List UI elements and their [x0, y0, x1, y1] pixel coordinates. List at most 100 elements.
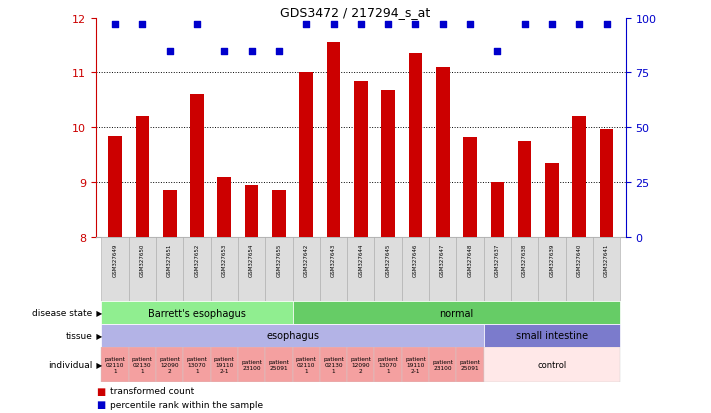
Point	[492, 48, 503, 55]
FancyBboxPatch shape	[156, 237, 183, 301]
Point	[164, 48, 176, 55]
FancyBboxPatch shape	[456, 347, 483, 382]
Text: GSM327648: GSM327648	[468, 242, 473, 276]
FancyBboxPatch shape	[456, 237, 483, 301]
Text: patient
12090
2: patient 12090 2	[351, 356, 371, 373]
FancyBboxPatch shape	[429, 347, 456, 382]
FancyBboxPatch shape	[593, 237, 620, 301]
FancyBboxPatch shape	[210, 347, 238, 382]
Bar	[572, 117, 586, 237]
Bar	[436, 68, 449, 237]
Bar	[218, 177, 231, 237]
Text: GSM327638: GSM327638	[522, 242, 527, 276]
Point	[546, 22, 557, 28]
FancyBboxPatch shape	[292, 347, 320, 382]
Point	[109, 22, 121, 28]
FancyBboxPatch shape	[238, 347, 265, 382]
Text: ▶: ▶	[94, 309, 102, 317]
Point	[410, 22, 421, 28]
Point	[437, 22, 449, 28]
Text: ■: ■	[96, 399, 105, 409]
Text: percentile rank within the sample: percentile rank within the sample	[110, 400, 263, 409]
Text: esophagus: esophagus	[266, 330, 319, 341]
FancyBboxPatch shape	[102, 347, 129, 382]
Point	[464, 22, 476, 28]
Point	[137, 22, 148, 28]
Text: normal: normal	[439, 308, 474, 318]
Text: patient
13070
1: patient 13070 1	[378, 356, 399, 373]
Bar	[518, 142, 532, 237]
FancyBboxPatch shape	[210, 237, 238, 301]
Point	[191, 22, 203, 28]
Text: GSM327647: GSM327647	[440, 242, 445, 276]
Bar	[272, 191, 286, 237]
FancyBboxPatch shape	[292, 301, 620, 324]
Bar	[190, 95, 204, 237]
Point	[574, 22, 585, 28]
FancyBboxPatch shape	[511, 237, 538, 301]
Bar	[491, 183, 504, 237]
Text: patient
23100: patient 23100	[432, 359, 453, 370]
FancyBboxPatch shape	[402, 237, 429, 301]
Text: tissue: tissue	[65, 331, 92, 340]
Text: patient
25091: patient 25091	[269, 359, 289, 370]
Text: GSM327640: GSM327640	[577, 242, 582, 276]
FancyBboxPatch shape	[538, 237, 566, 301]
Text: patient
02130
1: patient 02130 1	[323, 356, 344, 373]
FancyBboxPatch shape	[483, 347, 620, 382]
Text: GSM327653: GSM327653	[222, 242, 227, 276]
Bar	[326, 43, 341, 237]
Text: ■: ■	[96, 386, 105, 396]
Point	[328, 22, 339, 28]
Text: GSM327644: GSM327644	[358, 242, 363, 276]
FancyBboxPatch shape	[347, 237, 375, 301]
Bar	[381, 91, 395, 237]
Text: Barrett's esophagus: Barrett's esophagus	[148, 308, 246, 318]
FancyBboxPatch shape	[102, 237, 129, 301]
Text: GSM327646: GSM327646	[413, 242, 418, 276]
FancyBboxPatch shape	[320, 237, 347, 301]
Text: GSM327645: GSM327645	[385, 242, 390, 276]
Text: patient
19110
2-1: patient 19110 2-1	[214, 356, 235, 373]
Text: GSM327643: GSM327643	[331, 242, 336, 276]
Point	[218, 48, 230, 55]
FancyBboxPatch shape	[429, 237, 456, 301]
Text: GSM327642: GSM327642	[304, 242, 309, 276]
Text: GSM327639: GSM327639	[550, 242, 555, 276]
Bar	[409, 54, 422, 237]
Text: individual: individual	[48, 360, 92, 369]
Point	[246, 48, 257, 55]
Text: GSM327650: GSM327650	[140, 242, 145, 276]
Point	[273, 48, 284, 55]
FancyBboxPatch shape	[183, 237, 210, 301]
Text: patient
12090
2: patient 12090 2	[159, 356, 180, 373]
Text: patient
13070
1: patient 13070 1	[186, 356, 208, 373]
Text: control: control	[538, 360, 567, 369]
Bar	[600, 130, 614, 237]
Text: patient
02110
1: patient 02110 1	[105, 356, 126, 373]
FancyBboxPatch shape	[375, 237, 402, 301]
FancyBboxPatch shape	[483, 324, 620, 347]
FancyBboxPatch shape	[375, 347, 402, 382]
Text: patient
23100: patient 23100	[241, 359, 262, 370]
Bar	[464, 138, 477, 237]
Point	[355, 22, 367, 28]
Text: GSM327655: GSM327655	[277, 242, 282, 276]
Text: GSM327652: GSM327652	[195, 242, 200, 276]
Text: ▶: ▶	[94, 331, 102, 340]
FancyBboxPatch shape	[129, 347, 156, 382]
Text: GDS3472 / 217294_s_at: GDS3472 / 217294_s_at	[280, 6, 431, 19]
Point	[519, 22, 530, 28]
Point	[301, 22, 312, 28]
FancyBboxPatch shape	[265, 347, 292, 382]
Text: GSM327641: GSM327641	[604, 242, 609, 276]
Bar	[136, 117, 149, 237]
FancyBboxPatch shape	[156, 347, 183, 382]
Text: small intestine: small intestine	[516, 330, 588, 341]
Text: patient
02110
1: patient 02110 1	[296, 356, 316, 373]
Text: transformed count: transformed count	[110, 386, 194, 395]
FancyBboxPatch shape	[102, 324, 483, 347]
Text: GSM327654: GSM327654	[249, 242, 254, 276]
FancyBboxPatch shape	[566, 237, 593, 301]
Text: patient
25091: patient 25091	[459, 359, 481, 370]
